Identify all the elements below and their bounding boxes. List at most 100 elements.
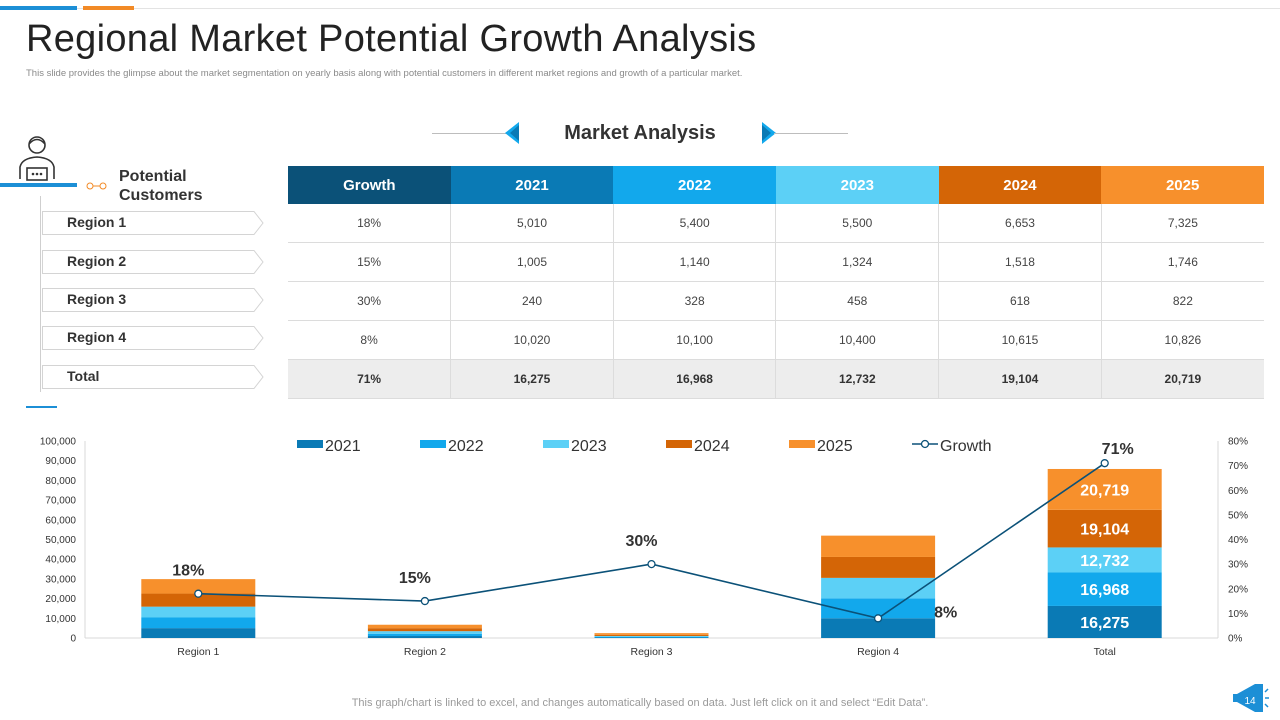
table-cell: 240 xyxy=(450,281,614,321)
bar-data-label: 20,719 xyxy=(1080,482,1129,499)
growth-label: 71% xyxy=(1102,441,1134,458)
table-cell: 1,746 xyxy=(1101,242,1264,282)
y2-tick-label: 0% xyxy=(1228,634,1243,645)
region-label: Region 3 xyxy=(67,291,127,307)
table-row: 8% 10,020 10,100 10,400 10,615 10,826 xyxy=(288,320,1264,360)
potential-label-line1: Potential xyxy=(119,168,187,185)
table-cell: 10,826 xyxy=(1101,320,1264,360)
table-cell: 1,324 xyxy=(775,242,940,282)
legend-label: 2025 xyxy=(817,438,853,455)
table-header-row: Growth 2021 2022 2023 2024 2025 xyxy=(288,166,1264,204)
bar-segment-2023 xyxy=(1047,547,1162,573)
legend-swatch xyxy=(789,440,815,448)
y2-tick-label: 70% xyxy=(1228,461,1248,472)
y2-tick-label: 80% xyxy=(1228,437,1248,448)
table-cell: 1,518 xyxy=(938,242,1102,282)
table-row: 18% 5,010 5,400 5,500 6,653 7,325 xyxy=(288,204,1264,243)
page-subtitle: This slide provides the glimpse about th… xyxy=(26,68,743,79)
region-tab-total: Total xyxy=(42,365,264,389)
region-label: Region 1 xyxy=(67,214,127,230)
table-cell: 71% xyxy=(288,359,452,399)
left-accent-small xyxy=(26,406,57,408)
connector-dots xyxy=(86,182,107,190)
bar-segment-2021 xyxy=(1047,605,1162,638)
y-tick-label: 10,000 xyxy=(45,614,76,625)
bar-segment-2022 xyxy=(594,636,709,638)
x-category-label: Total xyxy=(1094,646,1116,658)
table-cell: 7,325 xyxy=(1101,204,1264,243)
region-label: Region 4 xyxy=(67,329,127,345)
bar-segment-2023 xyxy=(594,635,709,637)
growth-label: 30% xyxy=(625,533,657,550)
header-2023: 2023 xyxy=(775,166,939,204)
y-tick-label: 20,000 xyxy=(45,594,76,605)
footer-note: This graph/chart is linked to excel, and… xyxy=(351,697,929,709)
bar-segment-2024 xyxy=(1047,509,1162,548)
arrow-left-icon xyxy=(505,122,519,144)
legend-label: 2024 xyxy=(694,438,730,455)
bar-data-label: 19,104 xyxy=(1080,522,1129,539)
bar-segment-2025 xyxy=(821,535,936,557)
bar-segment-2024 xyxy=(594,634,709,636)
legend-swatch xyxy=(420,440,446,448)
bar-segment-2022 xyxy=(1047,572,1162,606)
y2-tick-label: 10% xyxy=(1228,609,1248,620)
stacked-bar-chart[interactable]: 0 10,000 20,000 30,000 40,000 50,000 60,000 70,… xyxy=(0,425,1280,695)
bar-segment-2021 xyxy=(141,628,256,638)
y2-tick-label: 60% xyxy=(1228,486,1248,497)
x-category-label: Region 1 xyxy=(177,646,219,658)
bar-segment-2023 xyxy=(367,631,482,634)
table-cell: 10,020 xyxy=(450,320,614,360)
table-cell: 8% xyxy=(288,320,452,360)
y-tick-label: 100,000 xyxy=(40,437,77,448)
bar-data-label: 12,732 xyxy=(1080,553,1129,570)
arrow-right-icon xyxy=(762,122,776,144)
heading-line-right xyxy=(774,133,848,134)
bar-segment-2022 xyxy=(141,617,256,629)
customer-person-icon xyxy=(19,136,55,181)
bar-segment-2023 xyxy=(141,606,256,618)
region-tab: Region 1 xyxy=(42,211,264,235)
region-tab: Region 2 xyxy=(42,250,264,274)
legend-swatch xyxy=(666,440,692,448)
table-cell: 18% xyxy=(288,204,452,243)
table-cell: 1,140 xyxy=(613,242,777,282)
table-cell: 10,100 xyxy=(613,320,777,360)
accent-bar-orange xyxy=(83,6,134,10)
table-cell: 1,005 xyxy=(450,242,614,282)
y2-tick-label: 20% xyxy=(1228,584,1248,595)
bar-segment-2021 xyxy=(367,636,482,638)
growth-point xyxy=(1100,459,1109,468)
growth-point xyxy=(420,596,430,606)
y-tick-label: 70,000 xyxy=(45,496,76,507)
table-row: 30% 240 328 458 618 822 xyxy=(288,281,1264,321)
market-analysis-title: Market Analysis xyxy=(564,122,716,144)
potential-label-line2: Customers xyxy=(119,187,203,204)
growth-point xyxy=(647,559,656,569)
potential-customers-label: Potential Customers xyxy=(119,167,203,205)
legend-swatch xyxy=(543,440,569,448)
table-total-row: 71% 16,275 16,968 12,732 19,104 20,719 xyxy=(288,359,1264,399)
region-tab: Region 3 xyxy=(42,288,264,312)
growth-label: 15% xyxy=(399,570,431,587)
y2-tick-label: 30% xyxy=(1228,560,1248,571)
bar-segment-2023 xyxy=(821,577,936,599)
table-cell: 16,275 xyxy=(450,359,614,399)
legend-line-marker xyxy=(920,439,930,449)
legend-label: 2023 xyxy=(571,438,607,455)
bar-segment-2025 xyxy=(141,579,256,594)
y-tick-label: 50,000 xyxy=(45,535,76,546)
y2-tick-label: 50% xyxy=(1228,510,1248,521)
y-tick-label: 30,000 xyxy=(45,574,76,585)
header-2025: 2025 xyxy=(1101,166,1264,204)
y-tick-label: 0 xyxy=(70,634,76,645)
region-label: Total xyxy=(67,368,100,384)
growth-label: 8% xyxy=(934,604,957,621)
page-title: Regional Market Potential Growth Analysi… xyxy=(26,18,757,60)
bar-data-label: 16,275 xyxy=(1080,615,1129,632)
legend-label: 2021 xyxy=(325,438,361,455)
legend-swatch xyxy=(297,440,323,448)
header-2021: 2021 xyxy=(450,166,614,204)
y-tick-label: 40,000 xyxy=(45,555,76,566)
accent-bar-blue xyxy=(0,6,77,10)
